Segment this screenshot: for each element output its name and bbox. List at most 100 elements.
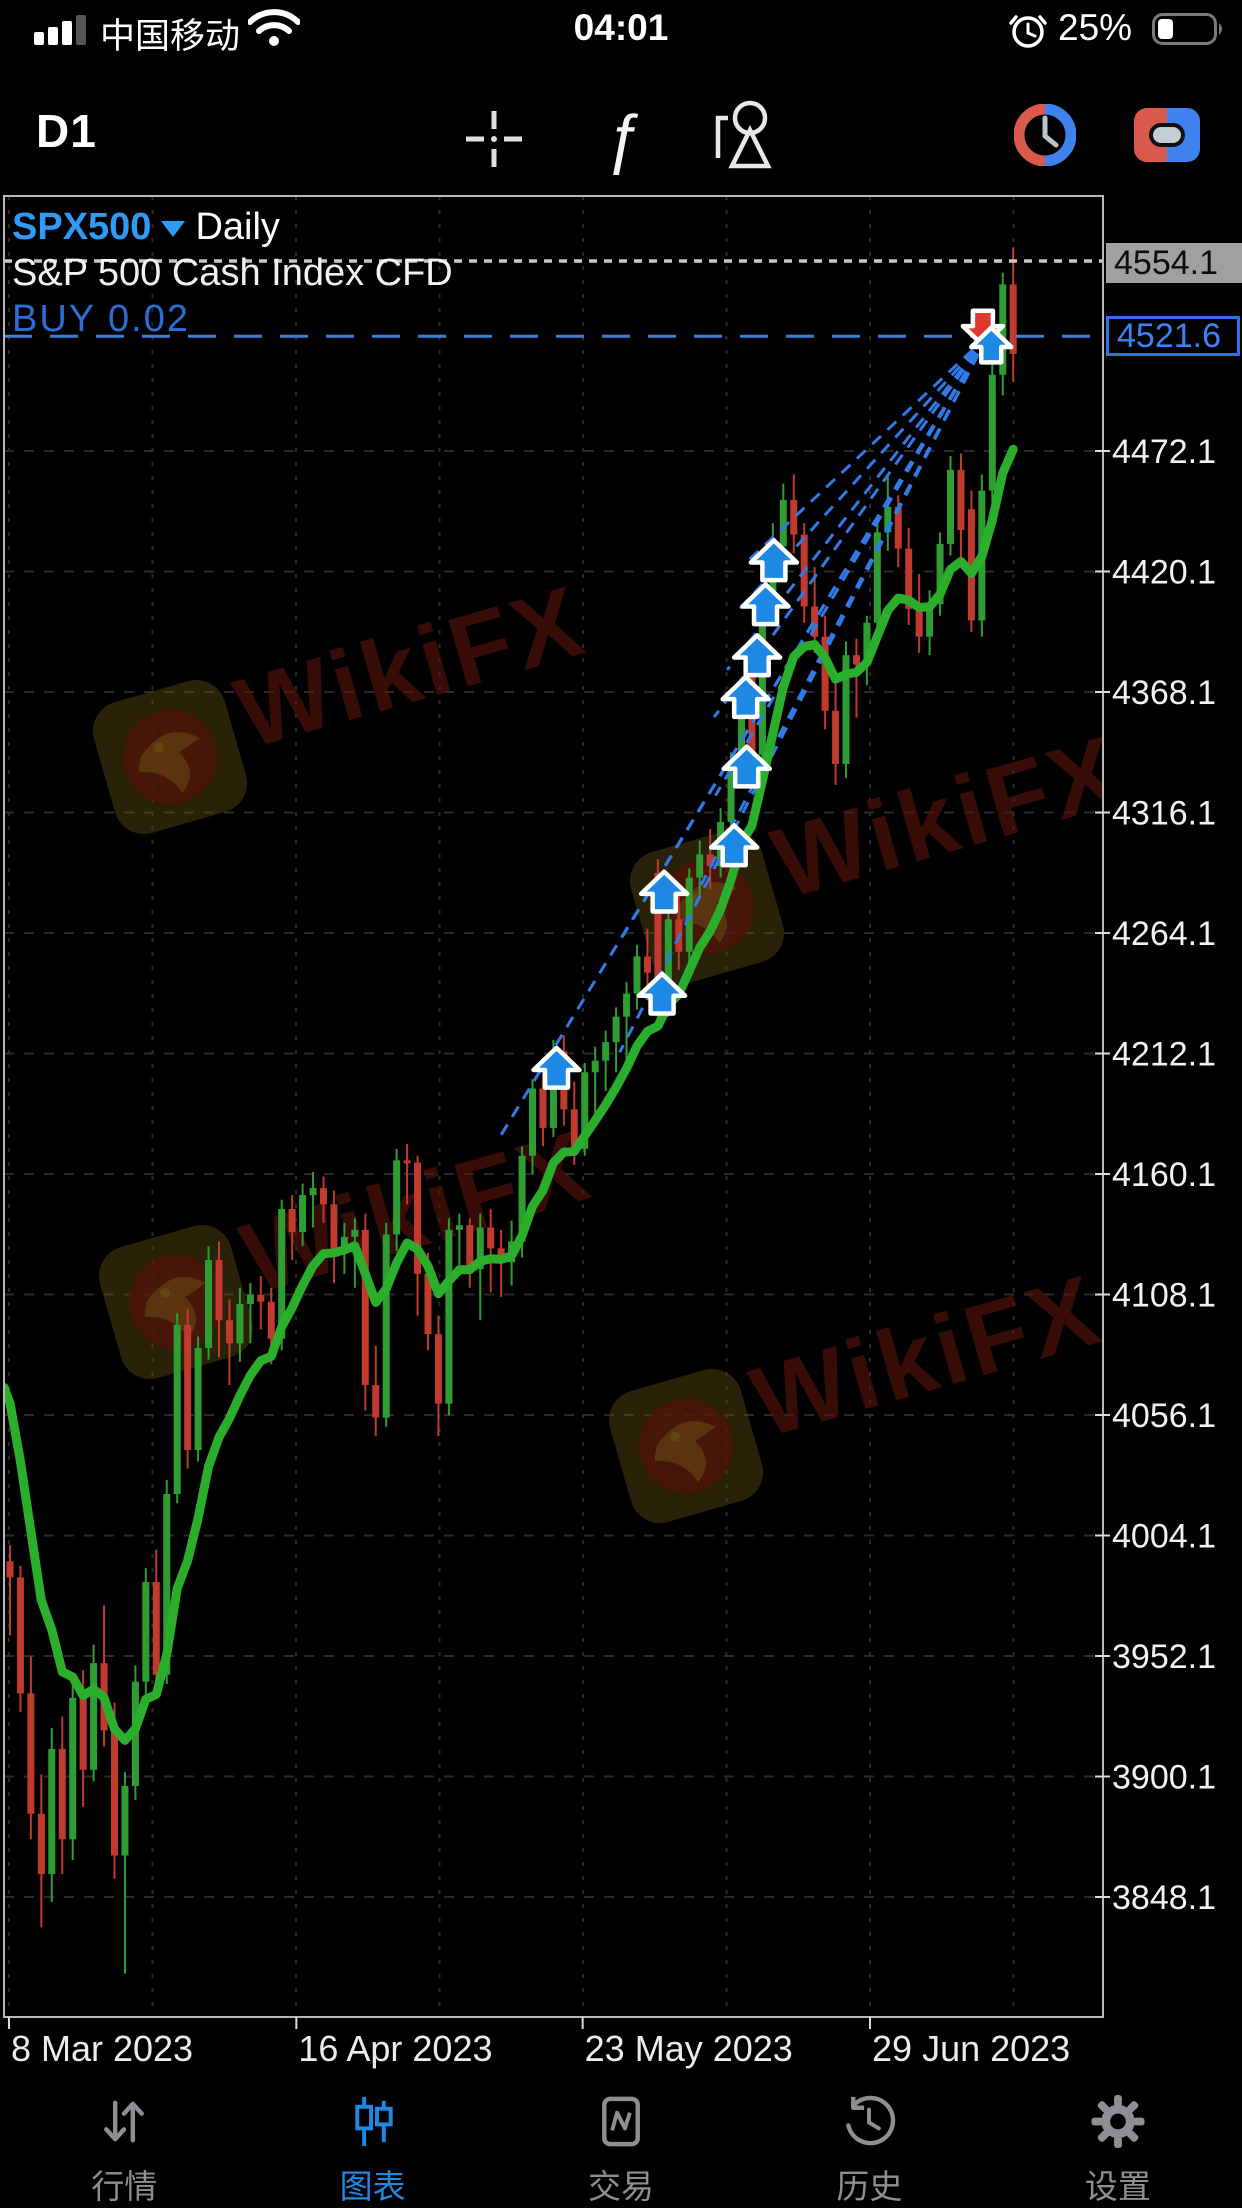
wikifx-watermark: WikiFX (608, 1253, 1102, 1524)
gear-icon (1091, 2094, 1145, 2149)
candle-body (612, 1016, 620, 1043)
candle-body (790, 499, 798, 535)
candle-body (487, 1227, 495, 1249)
wifi-icon (248, 9, 300, 46)
buy-arrow-marker[interactable] (740, 582, 791, 627)
buy-arrow-marker[interactable] (748, 538, 800, 583)
candle-body (382, 1234, 390, 1418)
buy-trendline[interactable] (745, 334, 990, 564)
candle-body (121, 1786, 129, 1856)
nav-item-history[interactable]: 历史 (745, 2085, 993, 2208)
candle-body (257, 1294, 265, 1302)
candle-body (16, 1577, 24, 1694)
candle-body (194, 1348, 202, 1450)
y-axis-label: 4056.1 (1112, 1397, 1216, 1435)
candle-body (570, 1109, 578, 1149)
candle-body (278, 1208, 286, 1339)
buy-arrow-marker[interactable] (531, 1045, 582, 1090)
candle-body (90, 1663, 98, 1770)
buy-arrow-marker[interactable] (969, 325, 1014, 365)
moving-average-line (5, 444, 1018, 1745)
candle-body (1009, 284, 1017, 354)
svg-text:ƒ: ƒ (604, 100, 641, 175)
candle-body (424, 1273, 432, 1335)
candle-body (811, 606, 819, 637)
candle-body (821, 636, 829, 711)
candle-body (152, 1582, 160, 1675)
y-axis-label: 4212.1 (1112, 1036, 1216, 1074)
buy-arrow-marker[interactable] (721, 744, 772, 789)
buy-arrow-marker[interactable] (708, 823, 760, 868)
battery-percent: 25% (1058, 7, 1133, 48)
candle-body (69, 1697, 77, 1840)
candle-body (967, 509, 975, 621)
candle-body (664, 919, 672, 1006)
nav-label-trade: 交易 (588, 2168, 655, 2205)
symbol-selector[interactable]: SPX500 Daily (12, 206, 280, 249)
candle-body (79, 1697, 87, 1770)
buy-trendline[interactable] (714, 334, 990, 797)
indicators-icon[interactable]: ƒ (596, 100, 654, 176)
candle-body (361, 1229, 369, 1386)
candle-body (372, 1385, 380, 1418)
candle-body (111, 1730, 118, 1856)
nav-label-charts: 图表 (339, 2168, 406, 2205)
buy-trendline[interactable] (725, 334, 990, 671)
candle-body (873, 532, 881, 623)
candle-body (529, 1088, 536, 1156)
candle-body (863, 622, 871, 665)
buy-arrow-marker[interactable] (731, 633, 783, 678)
x-axis-label: 23 May 2023 (585, 2028, 793, 2069)
candle-body (466, 1225, 474, 1270)
y-axis-label: 3952.1 (1112, 1638, 1216, 1676)
candle-body (842, 655, 850, 765)
nav-item-charts[interactable]: 图表 (248, 2085, 496, 2208)
battery-icon (1152, 13, 1222, 45)
candle-body (852, 655, 860, 665)
candle-body (779, 499, 787, 547)
chart-candles-icon (354, 2096, 393, 2147)
candle-body (758, 601, 766, 755)
candle-body (6, 1561, 14, 1578)
candle-body (926, 604, 934, 637)
nav-item-quotes[interactable]: 行情 (0, 2085, 248, 2208)
candle-body (163, 1494, 171, 1675)
crosshair-icon[interactable] (462, 107, 526, 171)
candle-body (246, 1294, 254, 1305)
y-axis-label: 4264.1 (1112, 915, 1216, 953)
candle-body (654, 872, 662, 1006)
candle-body (225, 1320, 233, 1344)
candle-body (947, 469, 954, 544)
candle-body (27, 1693, 35, 1814)
candle-body (581, 1072, 589, 1149)
timeframe-button[interactable]: D1 (36, 105, 97, 157)
symbol-label[interactable]: SPX500 (12, 206, 152, 248)
candle-body (288, 1208, 296, 1233)
one-click-trading-icon[interactable] (1134, 108, 1200, 162)
candle-body (58, 1748, 66, 1840)
buy-trendline[interactable] (712, 334, 990, 718)
y-axis-label: 4004.1 (1112, 1518, 1216, 1556)
trading-sessions-icon[interactable] (1014, 104, 1076, 166)
candle-body (414, 1162, 422, 1274)
candle-body (539, 1088, 547, 1128)
candle-body (330, 1204, 338, 1251)
candle-body (999, 284, 1007, 375)
candle-body (623, 993, 631, 1017)
candle-body (727, 761, 735, 823)
candle-body (205, 1259, 213, 1349)
candle-body (476, 1227, 484, 1270)
candle-body (351, 1229, 359, 1237)
buy-arrow-marker[interactable] (720, 674, 771, 720)
history-clock-icon (846, 2095, 896, 2146)
candle-body (915, 608, 923, 637)
buy-arrow-marker[interactable] (638, 869, 690, 914)
nav-item-trade[interactable]: 交易 (497, 2085, 745, 2208)
quotes-arrows-icon (104, 2100, 145, 2143)
nav-item-settings[interactable]: 设置 (994, 2085, 1242, 2208)
candle-body (894, 506, 902, 549)
buy-arrow-marker[interactable] (636, 971, 688, 1016)
objects-icon[interactable] (706, 96, 786, 176)
